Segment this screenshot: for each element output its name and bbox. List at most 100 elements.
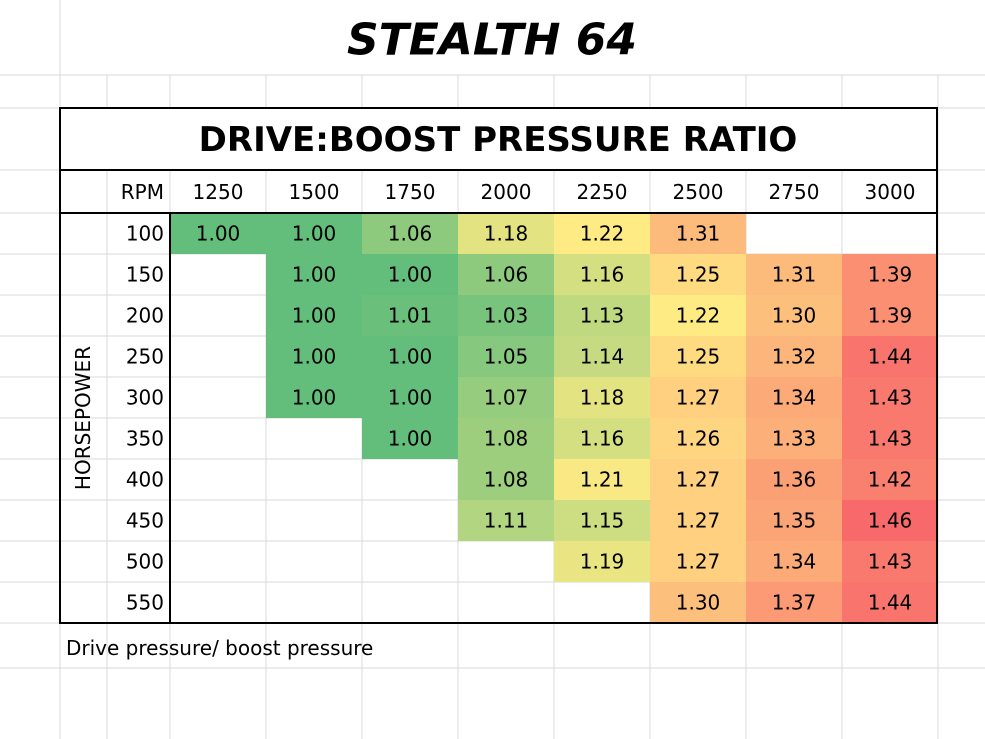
cell-fill <box>746 254 842 295</box>
cell-fill <box>458 254 554 295</box>
cell-value: 1.25 <box>676 263 721 287</box>
cell-value: 1.00 <box>292 304 337 328</box>
cell-fill <box>842 254 938 295</box>
cell-value: 1.33 <box>772 427 817 451</box>
cell-fill <box>650 500 746 541</box>
cell-fill <box>266 336 362 377</box>
cell-value: 1.27 <box>676 386 721 410</box>
cell-value: 1.13 <box>580 304 625 328</box>
cell-value: 1.00 <box>292 263 337 287</box>
table-title: DRIVE:BOOST PRESSURE RATIO <box>199 120 798 160</box>
row-label: 350 <box>126 427 164 451</box>
cell-value: 1.34 <box>772 550 817 574</box>
row-header: HORSEPOWER <box>71 346 95 490</box>
column-header: 1750 <box>385 180 436 204</box>
cell-fill <box>842 541 938 582</box>
cell-fill <box>746 541 842 582</box>
cell-fill <box>266 295 362 336</box>
cell-fill <box>842 295 938 336</box>
column-header: 2000 <box>481 180 532 204</box>
page-title: STEALTH 64 <box>347 15 637 66</box>
cell-fill <box>746 418 842 459</box>
cell-value: 1.37 <box>772 591 817 615</box>
cell-value: 1.18 <box>580 386 625 410</box>
cell-fill <box>746 295 842 336</box>
cell-value: 1.43 <box>868 427 913 451</box>
cell-fill <box>650 336 746 377</box>
cell-value: 1.00 <box>388 386 433 410</box>
cell-value: 1.22 <box>580 222 625 246</box>
cell-fill <box>650 459 746 500</box>
cell-value: 1.36 <box>772 468 817 492</box>
cell-value: 1.39 <box>868 304 913 328</box>
column-header: 3000 <box>865 180 916 204</box>
row-label: 450 <box>126 509 164 533</box>
cell-value: 1.42 <box>868 468 913 492</box>
cell-fill <box>362 418 458 459</box>
row-label: 550 <box>126 591 164 615</box>
cell-fill <box>458 295 554 336</box>
cell-fill <box>650 295 746 336</box>
cell-fill <box>650 213 746 254</box>
footnote: Drive pressure/ boost pressure <box>66 636 373 660</box>
cell-fill <box>266 254 362 295</box>
cell-value: 1.16 <box>580 263 625 287</box>
cell-value: 1.32 <box>772 345 817 369</box>
cell-value: 1.00 <box>388 427 433 451</box>
cell-fill <box>554 213 650 254</box>
cell-value: 1.08 <box>484 468 529 492</box>
cell-fill <box>458 213 554 254</box>
cell-value: 1.03 <box>484 304 529 328</box>
cell-value: 1.07 <box>484 386 529 410</box>
cell-value: 1.19 <box>580 550 625 574</box>
cell-value: 1.21 <box>580 468 625 492</box>
column-header: 2500 <box>673 180 724 204</box>
cell-fill <box>842 582 938 623</box>
cell-fill <box>266 213 362 254</box>
cell-fill <box>842 418 938 459</box>
cell-value: 1.27 <box>676 468 721 492</box>
column-header: 2250 <box>577 180 628 204</box>
cell-value: 1.27 <box>676 550 721 574</box>
cell-fill <box>554 418 650 459</box>
cell-fill <box>554 541 650 582</box>
cell-fill <box>458 336 554 377</box>
cell-value: 1.25 <box>676 345 721 369</box>
cell-value: 1.06 <box>484 263 529 287</box>
cell-fill <box>842 500 938 541</box>
cell-value: 1.22 <box>676 304 721 328</box>
cell-value: 1.30 <box>676 591 721 615</box>
cell-value: 1.00 <box>388 263 433 287</box>
row-label: 500 <box>126 550 164 574</box>
corner-label: RPM <box>121 180 164 204</box>
cell-value: 1.00 <box>388 345 433 369</box>
cell-value: 1.08 <box>484 427 529 451</box>
cell-value: 1.35 <box>772 509 817 533</box>
column-header: 1500 <box>289 180 340 204</box>
cell-value: 1.11 <box>484 509 529 533</box>
cell-value: 1.44 <box>868 591 913 615</box>
cell-value: 1.06 <box>388 222 433 246</box>
title-band <box>61 109 936 169</box>
cell-fill <box>362 254 458 295</box>
cell-value: 1.00 <box>292 386 337 410</box>
cell-fill <box>650 541 746 582</box>
cell-fill <box>458 500 554 541</box>
cell-value: 1.27 <box>676 509 721 533</box>
cell-fill <box>746 582 842 623</box>
cell-fill <box>458 418 554 459</box>
cell-fill <box>554 500 650 541</box>
cell-fill <box>266 377 362 418</box>
cell-fill <box>746 459 842 500</box>
cell-fill <box>170 213 266 254</box>
row-label: 150 <box>126 263 164 287</box>
cell-value: 1.16 <box>580 427 625 451</box>
cell-fill <box>458 459 554 500</box>
table-borders <box>59 107 938 624</box>
cell-value: 1.00 <box>292 345 337 369</box>
cell-value: 1.00 <box>196 222 241 246</box>
cell-fill <box>458 377 554 418</box>
cell-fill <box>842 336 938 377</box>
row-label: 100 <box>126 222 164 246</box>
cell-fill <box>842 459 938 500</box>
